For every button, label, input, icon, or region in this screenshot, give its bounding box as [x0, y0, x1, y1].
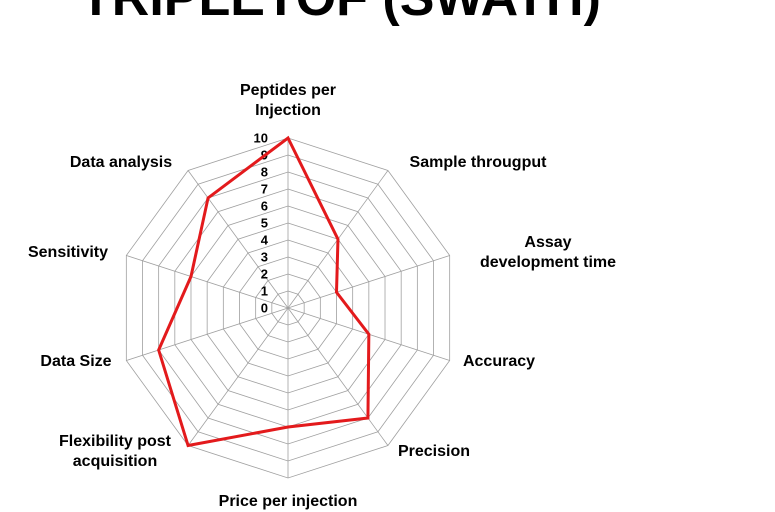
- r-tick-label: 4: [261, 232, 269, 247]
- spoke: [287, 307, 389, 446]
- axis-label: Price per injection: [218, 493, 358, 510]
- r-tick-label: 7: [261, 181, 268, 196]
- r-tick-label: 5: [261, 215, 268, 230]
- axis-label: Sensitivity: [27, 244, 109, 261]
- spoke: [187, 307, 289, 446]
- axis-label: Flexibility post acquisition: [58, 433, 172, 470]
- spoke: [187, 170, 289, 309]
- r-tick-label: 6: [261, 198, 268, 213]
- axis-label: Accuracy: [462, 353, 536, 370]
- r-tick-label: 3: [261, 249, 268, 264]
- axis-label: Sample througput: [409, 154, 547, 171]
- page: {"chart_data": {"type": "radar", "title"…: [27, 0, 617, 510]
- r-tick-label: 0: [261, 300, 268, 315]
- axis-label: Precision: [397, 443, 471, 460]
- spoke: [287, 255, 450, 309]
- r-tick-label: 8: [261, 164, 268, 179]
- axis-label: Data analysis: [69, 154, 173, 171]
- r-tick-label: 10: [254, 130, 268, 145]
- spoke: [126, 307, 289, 361]
- data-line: [157, 135, 371, 448]
- spoke: [126, 255, 289, 309]
- axis-label: Assay development time: [479, 234, 617, 271]
- axis-label: Peptides per Injection: [239, 82, 337, 119]
- axis-label: Data Size: [40, 353, 112, 370]
- chart-title: TRIPLETOF (SWATH): [80, 0, 601, 28]
- r-tick-label: 1: [261, 283, 268, 298]
- r-tick-label: 2: [261, 266, 268, 281]
